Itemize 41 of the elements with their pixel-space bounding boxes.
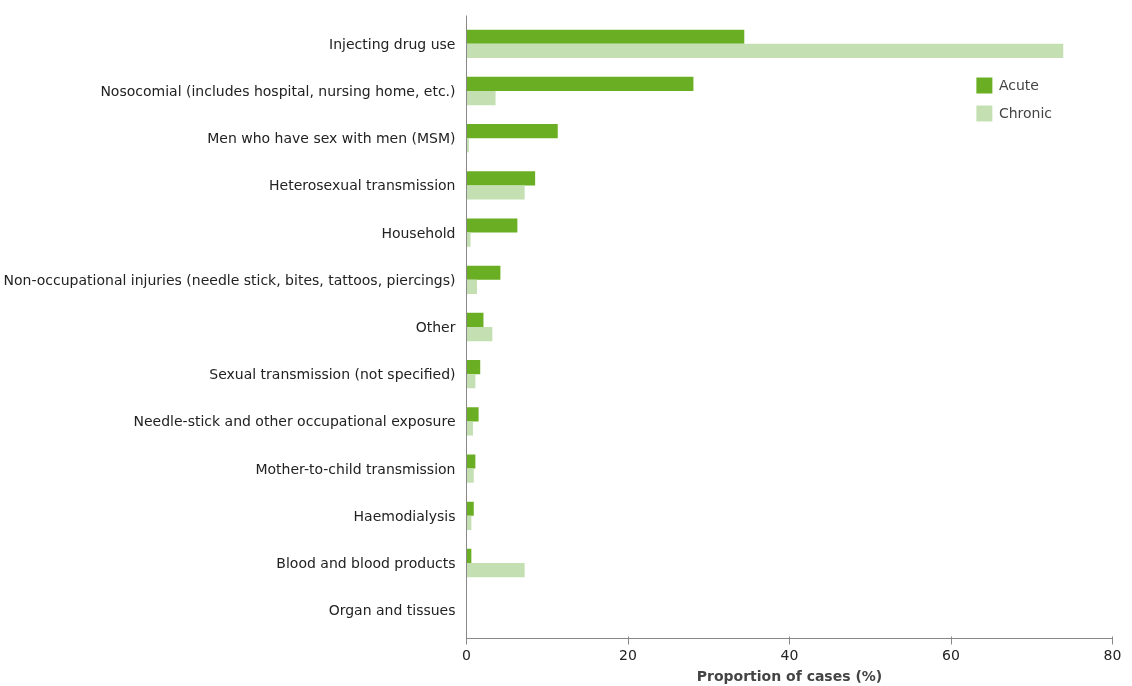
- bar: [466, 454, 476, 469]
- bar: [466, 421, 473, 436]
- y-tick-label: Men who have sex with men (MSM): [207, 130, 456, 147]
- x-tick-label: 40: [780, 646, 799, 663]
- y-tick-label: Mother-to-child transmission: [255, 460, 456, 477]
- legend-label: Chronic: [998, 105, 1052, 121]
- x-tick-label: 60: [942, 646, 960, 663]
- y-tick-label: Household: [381, 224, 456, 241]
- bar: [466, 279, 477, 294]
- bar: [466, 91, 496, 106]
- bar: [466, 468, 474, 483]
- bar: [466, 43, 1064, 58]
- y-tick-label: Blood and blood products: [276, 554, 456, 571]
- y-tick-label: Non-occupational injuries (needle stick, bites, tattoos, piercings): [3, 271, 456, 288]
- x-tick-label: 80: [1103, 646, 1122, 663]
- x-tick-label: 0: [462, 646, 471, 663]
- y-tick-label: Heterosexual transmission: [269, 177, 456, 194]
- bar: [466, 327, 493, 342]
- bar: [466, 265, 501, 280]
- bar: [466, 360, 481, 375]
- bar: [466, 501, 474, 516]
- y-tick-label: Haemodialysis: [353, 507, 456, 524]
- bar: [466, 407, 479, 422]
- bar: [466, 171, 536, 186]
- y-tick-label: Organ and tissues: [328, 602, 456, 619]
- bar: [466, 185, 525, 200]
- y-tick-label: Nosocomial (includes hospital, nursing home, etc.): [100, 83, 456, 100]
- bar: [466, 232, 471, 247]
- bar: [466, 76, 694, 92]
- bar: [466, 124, 558, 139]
- y-tick-label: Other: [415, 319, 456, 335]
- bar: [466, 562, 525, 578]
- y-tick-label: Sexual transmission (not specified): [209, 366, 456, 383]
- x-tick-label: 20: [619, 646, 637, 663]
- bar: [466, 29, 745, 44]
- bar: [466, 312, 484, 327]
- bar: [466, 218, 518, 233]
- y-tick-label: Needle-stick and other occupational exposure: [133, 413, 456, 430]
- x-axis-title: Proportion of cases (%): [696, 667, 883, 684]
- legend-label: Acute: [998, 77, 1039, 93]
- y-tick-label: Injecting drug use: [329, 35, 456, 52]
